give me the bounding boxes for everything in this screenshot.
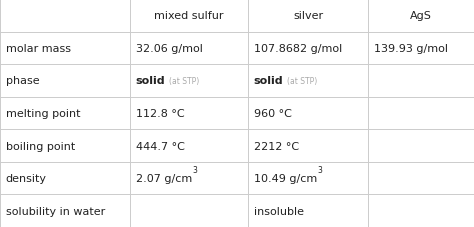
Text: boiling point: boiling point — [6, 141, 75, 151]
Text: AgS: AgS — [410, 11, 432, 21]
Text: 112.8 °C: 112.8 °C — [136, 109, 184, 118]
Text: 3: 3 — [192, 166, 197, 175]
Text: (at STP): (at STP) — [169, 76, 200, 86]
Text: 3: 3 — [317, 166, 322, 175]
Text: 2.07 g/cm: 2.07 g/cm — [136, 173, 192, 183]
Text: solid: solid — [136, 76, 165, 86]
Text: 139.93 g/mol: 139.93 g/mol — [374, 44, 447, 54]
Text: 960 °C: 960 °C — [254, 109, 292, 118]
Text: 444.7 °C: 444.7 °C — [136, 141, 184, 151]
Text: 2212 °C: 2212 °C — [254, 141, 299, 151]
Text: phase: phase — [6, 76, 39, 86]
Text: 107.8682 g/mol: 107.8682 g/mol — [254, 44, 342, 54]
Text: melting point: melting point — [6, 109, 80, 118]
Text: (at STP): (at STP) — [287, 76, 318, 86]
Text: solubility in water: solubility in water — [6, 206, 105, 216]
Text: mixed sulfur: mixed sulfur — [154, 11, 224, 21]
Text: 32.06 g/mol: 32.06 g/mol — [136, 44, 202, 54]
Text: solid: solid — [254, 76, 283, 86]
Text: density: density — [6, 173, 46, 183]
Text: insoluble: insoluble — [254, 206, 304, 216]
Text: molar mass: molar mass — [6, 44, 71, 54]
Text: 10.49 g/cm: 10.49 g/cm — [254, 173, 317, 183]
Text: silver: silver — [293, 11, 323, 21]
